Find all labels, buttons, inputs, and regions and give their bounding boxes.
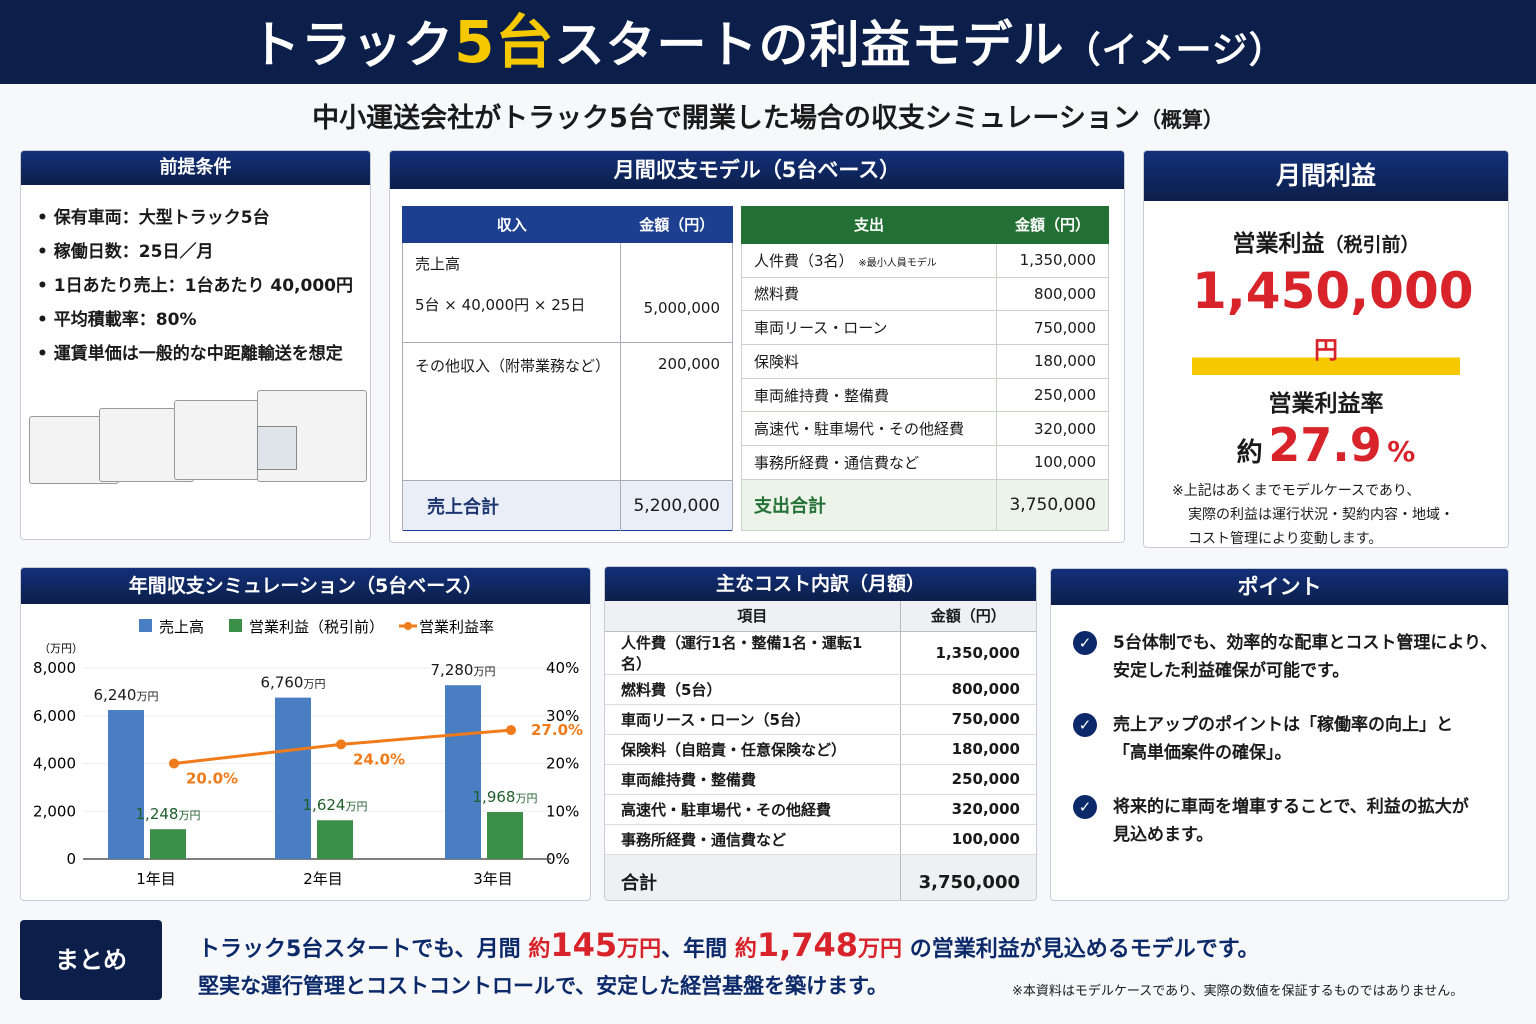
bar-data-label: 1,968万円 (473, 788, 538, 806)
rate-data-label: 24.0% (353, 750, 405, 768)
rate-point (506, 725, 516, 736)
y2-tick-label: 40% (546, 659, 579, 677)
y-tick-label: 8,000 (33, 659, 76, 677)
x-tick-label: 1年目 (136, 870, 176, 888)
check-icon: ✓ (1073, 713, 1097, 737)
y-tick-label: 6,000 (33, 707, 76, 725)
sales-bar (445, 685, 481, 859)
check-icon: ✓ (1073, 795, 1097, 819)
cost-amount: 180,000 (899, 734, 1036, 765)
x-tick-label: 3年目 (473, 870, 513, 888)
cost-amount: 750,000 (899, 704, 1036, 735)
legend-label: 売上高 (159, 618, 204, 636)
sales-bar (275, 697, 311, 859)
annual-chart-panel: 年間収支シミュレーション（5台ベース） 売上高 営業利益（税引前） 営業利益率 （万円… (20, 567, 591, 901)
chart-title: 年間収支シミュレーション（5台ベース） (21, 568, 590, 604)
points-title: ポイント (1051, 569, 1508, 605)
legend-swatch (139, 619, 152, 632)
conditions-panel: 前提条件 保有車両：大型トラック5台 稼働日数：25日／月 1日あたり売上：1台… (20, 150, 371, 540)
cost-amount: 320,000 (899, 794, 1036, 825)
expense-table: 支出 金額（円） 人件費（3名） ※最小人員モデル 1,350,000 燃料費 800… (741, 206, 1109, 532)
cost-row: 燃料費（5台） 800,000 (605, 674, 1036, 705)
check-icon: ✓ (1073, 631, 1097, 655)
cost-row: 事務所経費・通信費など 100,000 (605, 824, 1036, 855)
condition-item: 稼働日数：25日／月 (37, 237, 370, 262)
main-title: トラック5台スタートの利益モデル（イメージ） (0, 0, 1536, 84)
disclaimer: ※本資料はモデルケースであり、実際の数値を保証するものではありません。 (1012, 984, 1464, 999)
points-panel: ポイント ✓ 5台体制でも、効率的な配車とコスト管理により、 安定した利益確保が可能… (1050, 568, 1509, 901)
cost-row: 人件費（運行1名・整備1名・運転1名） 1,350,000 (605, 631, 1036, 675)
summary-line-1: トラック5台スタートでも、月間 約145万円、年間 約1,748万円 の営業利益… (198, 926, 1260, 964)
cost-row: 車両維持費・整備費 250,000 (605, 764, 1036, 795)
condition-item: 保有車両：大型トラック5台 (37, 203, 370, 228)
y2-tick-label: 20% (546, 755, 579, 773)
monthly-title: 月間収支モデル（5台ベース） (390, 151, 1124, 189)
cost-amount: 1,350,000 (899, 631, 1036, 675)
conditions-title: 前提条件 (21, 151, 370, 185)
y-tick-label: 4,000 (33, 755, 76, 773)
cost-row: 高速代・駐車場代・その他経費 320,000 (605, 794, 1036, 825)
cost-table: 項目 金額（円） 人件費（運行1名・整備1名・運転1名） 1,350,000 燃料費（… (605, 601, 1036, 900)
trucks-image (29, 386, 369, 501)
cost-amount: 250,000 (899, 764, 1036, 795)
profit-value: 1,450,000円 (1192, 266, 1474, 375)
y-tick-label: 0 (66, 850, 76, 868)
profit-rate-label: 営業利益率 (1268, 391, 1384, 417)
legend-swatch (229, 619, 242, 632)
profit-bar (317, 820, 353, 859)
annual-chart: 売上高 営業利益（税引前） 営業利益率 （万円） 0 2,000 4,000 6,000 8,0… (33, 618, 583, 888)
y-axis-unit: （万円） (39, 642, 83, 655)
y2-tick-label: 10% (546, 802, 579, 820)
cost-amount: 800,000 (899, 674, 1036, 705)
cost-item: 車両維持費・整備費 (605, 764, 900, 795)
rate-point (336, 739, 346, 750)
cost-amount: 100,000 (899, 824, 1036, 855)
profit-rate: 約 27.9 % (1236, 418, 1416, 472)
conditions-list: 保有車両：大型トラック5台 稼働日数：25日／月 1日あたり売上：1台あたり 4… (21, 185, 370, 364)
point-item: ✓ 将来的に車両を増車することで、利益の拡大が 見込めます。 (1073, 793, 1508, 849)
cost-row: 車両リース・ローン（5台） 750,000 (605, 704, 1036, 735)
cost-breakdown-panel: 主なコスト内訳（月額） 項目 金額（円） 人件費（運行1名・整備1名・運転1名） 1… (604, 566, 1037, 901)
rate-point (169, 758, 179, 769)
income-table: 収入 金額（円） 売上高 5台 × 40,000円 × 25日 5,000,000 そ… (401, 206, 733, 531)
profit-note: ※上記はあくまでモデルケースであり、 実際の利益は運行状況・契約内容・地域・ コスト… (1172, 483, 1454, 547)
rate-data-label: 27.0% (531, 721, 583, 739)
profit-bar (487, 812, 523, 859)
summary-line-2: 堅実な運行管理とコストコントロールで、安定した経営基盤を築けます。 (198, 974, 889, 998)
condition-item: 運賃単価は一般的な中距離輸送を想定 (37, 339, 370, 364)
bar-data-label: 7,280万円 (431, 661, 496, 679)
profit-title: 月間利益 (1144, 151, 1508, 201)
profit-label: 営業利益（税引前） (1232, 231, 1420, 257)
legend-swatch (404, 622, 412, 630)
summary-label: まとめ (20, 920, 162, 1000)
legend-label: 営業利益（税引前） (249, 618, 384, 636)
y-tick-label: 2,000 (33, 802, 76, 820)
point-item: ✓ 5台体制でも、効率的な配車とコスト管理により、 安定した利益確保が可能です。 (1073, 629, 1508, 685)
subtitle: 中小運送会社がトラック5台で開業した場合の収支シミュレーション（概算） (312, 103, 1224, 134)
condition-item: 平均積載率：80% (37, 305, 370, 330)
cost-row: 保険料（自賠責・任意保険など） 180,000 (605, 734, 1036, 765)
cost-item: 車両リース・ローン（5台） (605, 704, 900, 735)
cost-item: 人件費（運行1名・整備1名・運転1名） (605, 631, 900, 675)
bar-data-label: 6,760万円 (261, 674, 326, 692)
cost-item: 高速代・駐車場代・その他経費 (605, 794, 900, 825)
rate-data-label: 20.0% (186, 770, 238, 788)
y2-tick-label: 30% (546, 707, 579, 725)
condition-item: 1日あたり売上：1台あたり 40,000円 (37, 271, 370, 296)
cost-item: 事務所経費・通信費など (605, 824, 900, 855)
cost-item: 燃料費（5台） (605, 674, 900, 705)
bar-data-label: 1,248万円 (136, 805, 201, 823)
legend-label: 営業利益率 (419, 618, 494, 636)
monthly-profit-panel: 月間利益 営業利益（税引前） 1,450,000円 営業利益率 約 27.9 %… (1143, 150, 1509, 548)
bar-data-label: 6,240万円 (94, 686, 159, 704)
point-item: ✓ 売上アップのポイントは「稼働率の向上」と 「高単価案件の確保」。 (1073, 711, 1508, 767)
sales-bar (108, 710, 144, 859)
profit-bar (150, 829, 186, 859)
x-tick-label: 2年目 (303, 870, 343, 888)
cost-title: 主なコスト内訳（月額） (605, 567, 1036, 601)
monthly-model-panel: 月間収支モデル（5台ベース） 収入 金額（円） 売上高 5台 × 40,000円 ×… (389, 150, 1125, 543)
bar-data-label: 1,624万円 (303, 796, 368, 814)
y2-tick-label: 0% (546, 850, 570, 868)
cost-item: 保険料（自賠責・任意保険など） (605, 734, 900, 765)
